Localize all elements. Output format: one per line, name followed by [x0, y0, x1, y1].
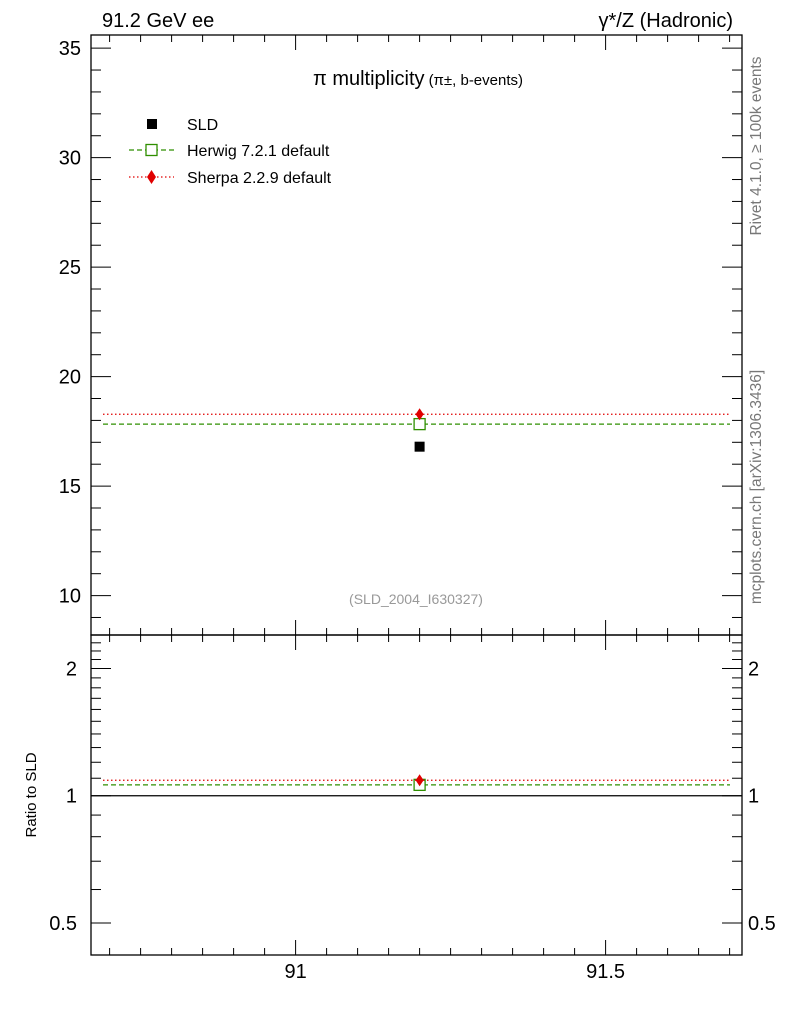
ratio-y-tick-label: 2	[66, 658, 77, 680]
y-tick-label: 30	[59, 148, 81, 170]
ratio-y-tick-labels: 0.5 0.5 1 1 2 2	[49, 658, 776, 935]
legend-marker-sherpa	[147, 170, 156, 184]
header-right-label: γ*/Z (Hadronic)	[599, 10, 733, 32]
x-tick-labels: 91 91.5	[284, 961, 625, 983]
main-y-tick-labels: 10 15 20 25 30 35	[59, 38, 81, 607]
y-tick-label: 15	[59, 476, 81, 498]
ratio-y-axis-label: Ratio to SLD	[23, 752, 40, 837]
main-plot-panel: 10 15 20 25 30 35 π multiplicity (π±, b-events…	[59, 34, 743, 636]
y-tick-label: 25	[59, 257, 81, 279]
ratio-y-tick-label-right: 1	[748, 786, 759, 808]
header-left-label: 91.2 GeV ee	[102, 10, 214, 32]
legend-marker-herwig	[145, 143, 158, 157]
x-tick-label: 91	[284, 961, 306, 983]
plot-title: π multiplicity (π±, b-events)	[313, 68, 523, 90]
legend: SLD Herwig 7.2.1 default Sherpa 2.2.9 de…	[129, 117, 332, 187]
y-tick-label: 10	[59, 586, 81, 608]
ratio-axis-ticks	[91, 635, 742, 955]
sherpa-point	[415, 408, 424, 421]
x-tick-label: 91.5	[586, 961, 625, 983]
y-tick-label: 35	[59, 38, 81, 60]
ratio-y-tick-label-right: 2	[748, 658, 759, 680]
sld-data-point	[414, 441, 425, 452]
plot-title-sub: (π±, b-events)	[429, 72, 523, 89]
sherpa-point	[415, 774, 424, 787]
legend-marker-sld	[147, 119, 157, 129]
ratio-y-tick-label-right: 0.5	[748, 913, 776, 935]
mcplots-source-label: mcplots.cern.ch [arXiv:1306.3436]	[748, 370, 765, 604]
legend-label-sld: SLD	[187, 117, 218, 134]
rivet-version-label: Rivet 4.1.0, ≥ 100k events	[748, 56, 765, 235]
legend-label-herwig: Herwig 7.2.1 default	[187, 143, 330, 160]
ratio-plot-frame	[90, 634, 743, 956]
y-tick-label: 20	[59, 367, 81, 389]
ratio-plot-panel: 0.5 0.5 1 1 2 2 Ratio to SLD	[23, 634, 776, 956]
main-series-group	[103, 408, 730, 452]
herwig-point	[413, 417, 426, 431]
ratio-series-group	[91, 774, 742, 797]
plot-title-main: π multiplicity	[313, 68, 425, 90]
ratio-y-tick-label: 1	[66, 786, 77, 808]
main-axis-ticks	[91, 35, 742, 635]
analysis-id-label: (SLD_2004_I630327)	[349, 591, 483, 607]
ratio-y-tick-label: 0.5	[49, 913, 77, 935]
legend-label-sherpa: Sherpa 2.2.9 default	[187, 170, 332, 187]
